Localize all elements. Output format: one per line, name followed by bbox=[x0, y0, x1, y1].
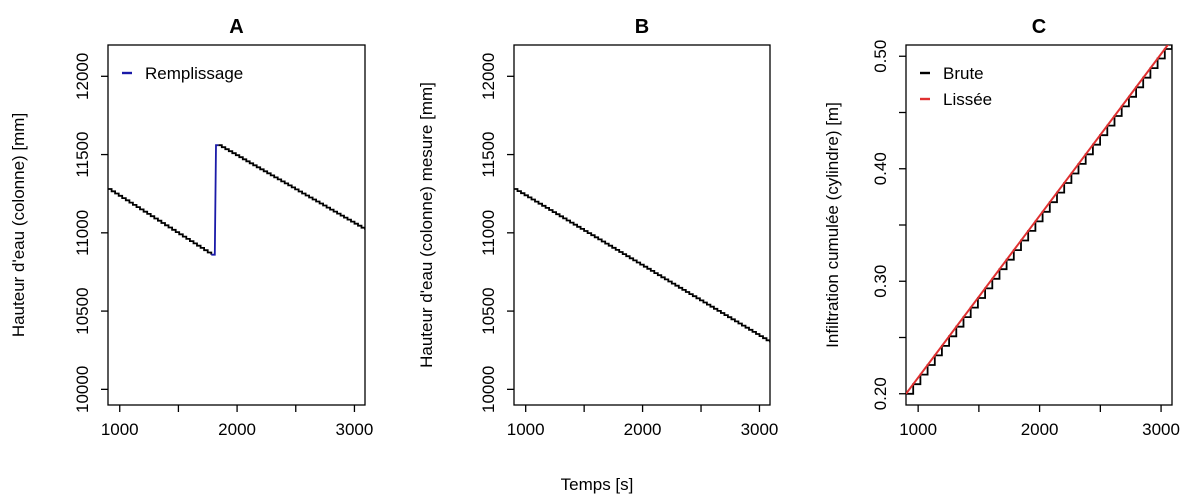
legend-label: Remplissage bbox=[145, 64, 243, 83]
shared-x-axis-label: Temps [s] bbox=[561, 475, 634, 494]
y-axis-label: Hauteur d'eau (colonne) [mm] bbox=[9, 113, 28, 337]
series-measured-1 bbox=[218, 144, 365, 230]
plot-frame bbox=[107, 44, 366, 406]
chart-panel-C: C 1000 2000 3000 0.20 0.30 0.40 0.50 Infiltratio… bbox=[823, 16, 1180, 439]
y-tick-label: 11500 bbox=[73, 132, 92, 178]
x-tick-label: 3000 bbox=[741, 420, 779, 439]
y-tick-label: 10000 bbox=[73, 366, 92, 413]
chart-title: B bbox=[635, 16, 649, 38]
x-tick-label: 2000 bbox=[1021, 420, 1059, 439]
x-tick-label: 2000 bbox=[218, 420, 256, 439]
series-brute bbox=[906, 45, 1172, 395]
y-tick-label: 11000 bbox=[73, 210, 92, 256]
y-tick-label: 0.20 bbox=[871, 377, 890, 410]
y-tick-label: 11500 bbox=[479, 132, 498, 178]
chart-panel-A: A 1000 2000 3000 10000 10500 11000 11500 12000 Ha… bbox=[9, 16, 373, 439]
legend-label: Brute bbox=[943, 64, 984, 83]
series-measured-1 bbox=[514, 188, 770, 343]
y-tick-label: 10500 bbox=[479, 287, 498, 334]
x-tick-label: 1000 bbox=[507, 420, 545, 439]
series-group bbox=[514, 188, 770, 343]
plot-frame bbox=[513, 44, 771, 406]
y-tick-label: 12000 bbox=[73, 53, 92, 100]
series-group bbox=[906, 45, 1172, 395]
chart-title: C bbox=[1032, 16, 1046, 38]
chart-title: A bbox=[229, 16, 243, 38]
chart-panel-B: B 1000 2000 3000 10000 10500 11000 11500 12000 Ha… bbox=[417, 16, 778, 439]
x-tick-label: 3000 bbox=[1142, 420, 1180, 439]
y-axis-label: Infiltration cumulée (cylindre) [m] bbox=[823, 102, 842, 348]
series-liss-e bbox=[906, 45, 1170, 395]
y-tick-label: 0.50 bbox=[871, 40, 890, 73]
series-group bbox=[108, 144, 365, 256]
series-remplissage bbox=[211, 144, 219, 256]
y-tick-label: 0.30 bbox=[871, 265, 890, 298]
series-measured-1 bbox=[108, 188, 213, 255]
x-tick-label: 1000 bbox=[101, 420, 139, 439]
y-axis-label: Hauteur d'eau (colonne) mesure [mm] bbox=[417, 82, 436, 368]
legend-label: Lissée bbox=[943, 90, 992, 109]
y-tick-label: 10500 bbox=[73, 287, 92, 334]
x-tick-label: 3000 bbox=[336, 420, 374, 439]
y-tick-label: 12000 bbox=[479, 53, 498, 100]
y-tick-label: 10000 bbox=[479, 366, 498, 413]
y-tick-label: 0.40 bbox=[871, 152, 890, 185]
x-tick-label: 1000 bbox=[899, 420, 937, 439]
x-tick-label: 2000 bbox=[624, 420, 662, 439]
y-tick-label: 11000 bbox=[479, 210, 498, 256]
